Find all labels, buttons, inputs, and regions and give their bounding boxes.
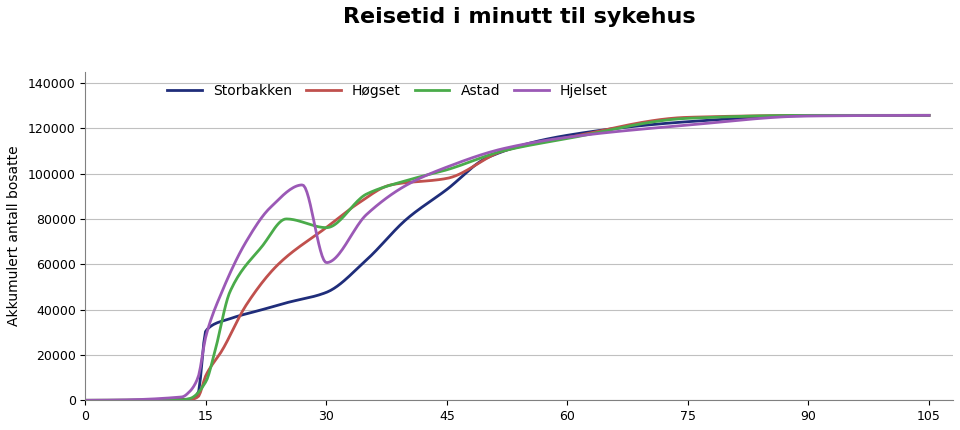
Storbakken xyxy=(771,114,782,119)
Hjelset xyxy=(582,132,593,137)
Høgset xyxy=(582,131,593,136)
Hjelset xyxy=(480,150,492,156)
Storbakken xyxy=(582,129,593,135)
Høgset xyxy=(80,398,91,403)
Line: Hjelset: Hjelset xyxy=(85,115,929,400)
Storbakken xyxy=(486,154,497,159)
Legend: Storbakken, Høgset, Astad, Hjelset: Storbakken, Høgset, Astad, Hjelset xyxy=(162,79,613,104)
Storbakken xyxy=(903,113,915,118)
Storbakken xyxy=(480,156,492,161)
Høgset xyxy=(924,113,935,118)
Astad xyxy=(904,113,916,118)
Høgset xyxy=(486,154,497,159)
Høgset xyxy=(903,113,915,118)
Storbakken xyxy=(924,113,935,118)
Astad xyxy=(771,113,782,118)
Hjelset xyxy=(903,113,915,118)
Storbakken xyxy=(80,398,91,403)
Astad xyxy=(480,154,492,159)
Hjelset xyxy=(536,138,547,144)
Title: Reisetid i minutt til sykehus: Reisetid i minutt til sykehus xyxy=(343,7,696,27)
Astad xyxy=(804,113,815,118)
Astad xyxy=(536,141,547,146)
Hjelset xyxy=(924,113,935,118)
Y-axis label: Akkumulert antall bosatte: Akkumulert antall bosatte xyxy=(7,146,21,326)
Astad xyxy=(582,132,593,137)
Astad xyxy=(486,152,497,157)
Astad xyxy=(924,113,935,118)
Høgset xyxy=(480,156,492,161)
Høgset xyxy=(771,113,782,118)
Line: Høgset: Høgset xyxy=(85,115,929,400)
Line: Astad: Astad xyxy=(85,115,929,400)
Hjelset xyxy=(486,149,497,154)
Høgset xyxy=(536,140,547,145)
Hjelset xyxy=(80,398,91,403)
Hjelset xyxy=(771,115,782,120)
Line: Storbakken: Storbakken xyxy=(85,115,929,400)
Storbakken xyxy=(536,138,547,143)
Astad xyxy=(80,398,91,403)
